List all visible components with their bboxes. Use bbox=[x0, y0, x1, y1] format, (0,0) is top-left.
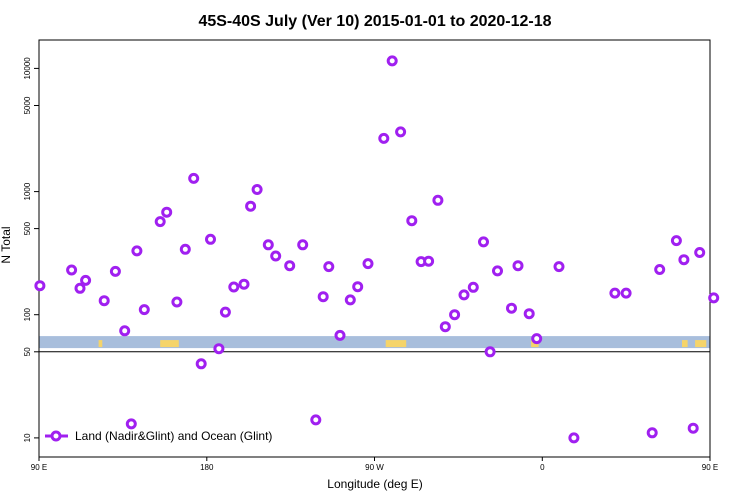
data-point bbox=[531, 333, 543, 345]
y-tick-label: 10 bbox=[23, 433, 32, 442]
data-points bbox=[34, 55, 720, 444]
data-point bbox=[395, 126, 407, 138]
data-point bbox=[620, 287, 632, 299]
data-point bbox=[449, 309, 461, 321]
data-point bbox=[478, 236, 489, 248]
data-point bbox=[188, 172, 200, 184]
legend: Land (Nadir&Glint) and Ocean (Glint) bbox=[45, 429, 272, 443]
data-point bbox=[74, 282, 86, 294]
land-marker bbox=[98, 340, 103, 348]
x-tick-label: 180 bbox=[200, 463, 214, 472]
data-point bbox=[138, 304, 150, 316]
chart-title: 45S-40S July (Ver 10) 2015-01-01 to 2020… bbox=[198, 13, 551, 30]
data-point bbox=[109, 265, 121, 277]
data-point bbox=[119, 325, 131, 337]
data-point bbox=[154, 216, 166, 228]
data-point bbox=[512, 260, 524, 272]
y-tick-label: 500 bbox=[23, 221, 32, 235]
data-point bbox=[423, 255, 435, 267]
data-point bbox=[609, 287, 621, 299]
data-point bbox=[467, 281, 479, 293]
data-point bbox=[386, 55, 398, 67]
data-point bbox=[678, 254, 690, 266]
data-point bbox=[484, 346, 496, 358]
data-point bbox=[694, 247, 706, 258]
legend-label: Land (Nadir&Glint) and Ocean (Glint) bbox=[75, 429, 272, 443]
data-point bbox=[506, 302, 517, 314]
data-point bbox=[284, 260, 296, 272]
data-point bbox=[179, 243, 191, 255]
y-tick-label: 1000 bbox=[23, 182, 32, 200]
legend-marker bbox=[50, 430, 62, 442]
data-point bbox=[352, 281, 364, 293]
data-point bbox=[245, 200, 257, 212]
data-point bbox=[131, 245, 143, 257]
y-axis-label: N Total bbox=[0, 226, 13, 263]
data-point bbox=[262, 239, 274, 251]
land-marker bbox=[682, 340, 688, 348]
land-marker bbox=[160, 340, 179, 348]
data-point bbox=[646, 427, 658, 439]
x-tick-label: 90 E bbox=[31, 463, 47, 472]
data-point bbox=[270, 250, 282, 262]
data-point bbox=[553, 261, 565, 273]
y-tick-label: 10000 bbox=[23, 57, 32, 80]
x-axis-label: Longitude (deg E) bbox=[327, 477, 422, 491]
data-point bbox=[125, 418, 137, 430]
data-point bbox=[161, 206, 173, 218]
data-point bbox=[98, 295, 110, 307]
data-point bbox=[378, 132, 390, 144]
data-point bbox=[251, 184, 263, 195]
data-point bbox=[317, 291, 329, 303]
data-point bbox=[195, 358, 207, 370]
x-tick-label: 90 E bbox=[702, 463, 718, 472]
data-point bbox=[219, 306, 231, 318]
data-point bbox=[323, 261, 335, 273]
y-tick-label: 100 bbox=[23, 307, 32, 321]
data-point bbox=[66, 264, 78, 276]
data-point bbox=[228, 281, 240, 293]
data-point bbox=[362, 258, 374, 270]
data-point bbox=[334, 329, 346, 341]
data-point bbox=[171, 296, 183, 308]
data-point bbox=[432, 194, 444, 206]
y-tick-label: 50 bbox=[23, 347, 32, 356]
data-point bbox=[238, 278, 250, 290]
land-marker bbox=[385, 340, 407, 348]
data-point bbox=[344, 294, 356, 306]
y-axis: 10 50 100 500 1000 5000 10000 bbox=[23, 57, 39, 442]
data-point bbox=[34, 280, 46, 292]
data-point bbox=[439, 321, 451, 333]
data-point bbox=[492, 265, 503, 277]
data-point bbox=[80, 274, 92, 286]
y-tick-label: 5000 bbox=[23, 96, 32, 114]
data-point bbox=[523, 308, 535, 320]
land-marker bbox=[695, 340, 707, 348]
x-tick-label: 90 W bbox=[365, 463, 384, 472]
data-point bbox=[205, 233, 216, 245]
data-point bbox=[568, 432, 580, 444]
data-point bbox=[708, 292, 720, 304]
data-point bbox=[670, 235, 682, 247]
x-axis: 90 E 180 90 W 0 90 E bbox=[31, 457, 718, 472]
data-point bbox=[297, 239, 309, 251]
data-point bbox=[406, 215, 418, 227]
data-point bbox=[310, 414, 322, 426]
data-point bbox=[458, 289, 470, 301]
x-tick-label: 0 bbox=[540, 463, 545, 472]
data-point bbox=[654, 264, 666, 275]
ocean-band bbox=[39, 336, 710, 349]
data-point bbox=[213, 343, 225, 355]
data-point bbox=[687, 422, 699, 434]
